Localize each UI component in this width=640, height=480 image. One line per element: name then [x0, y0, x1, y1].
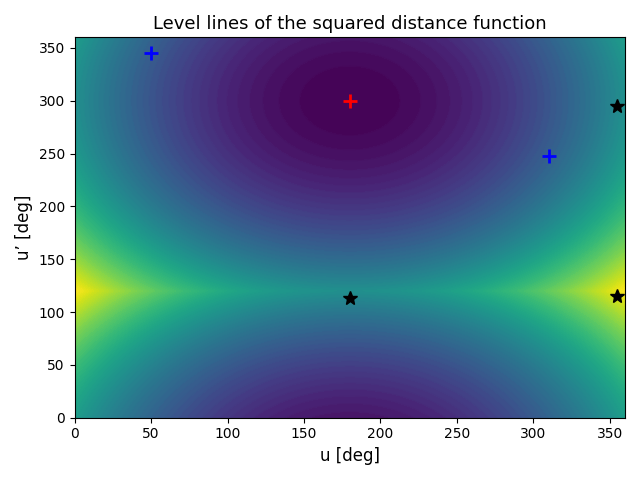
Y-axis label: u’ [deg]: u’ [deg] — [15, 195, 33, 260]
Title: Level lines of the squared distance function: Level lines of the squared distance func… — [153, 15, 547, 33]
X-axis label: u [deg]: u [deg] — [320, 447, 380, 465]
